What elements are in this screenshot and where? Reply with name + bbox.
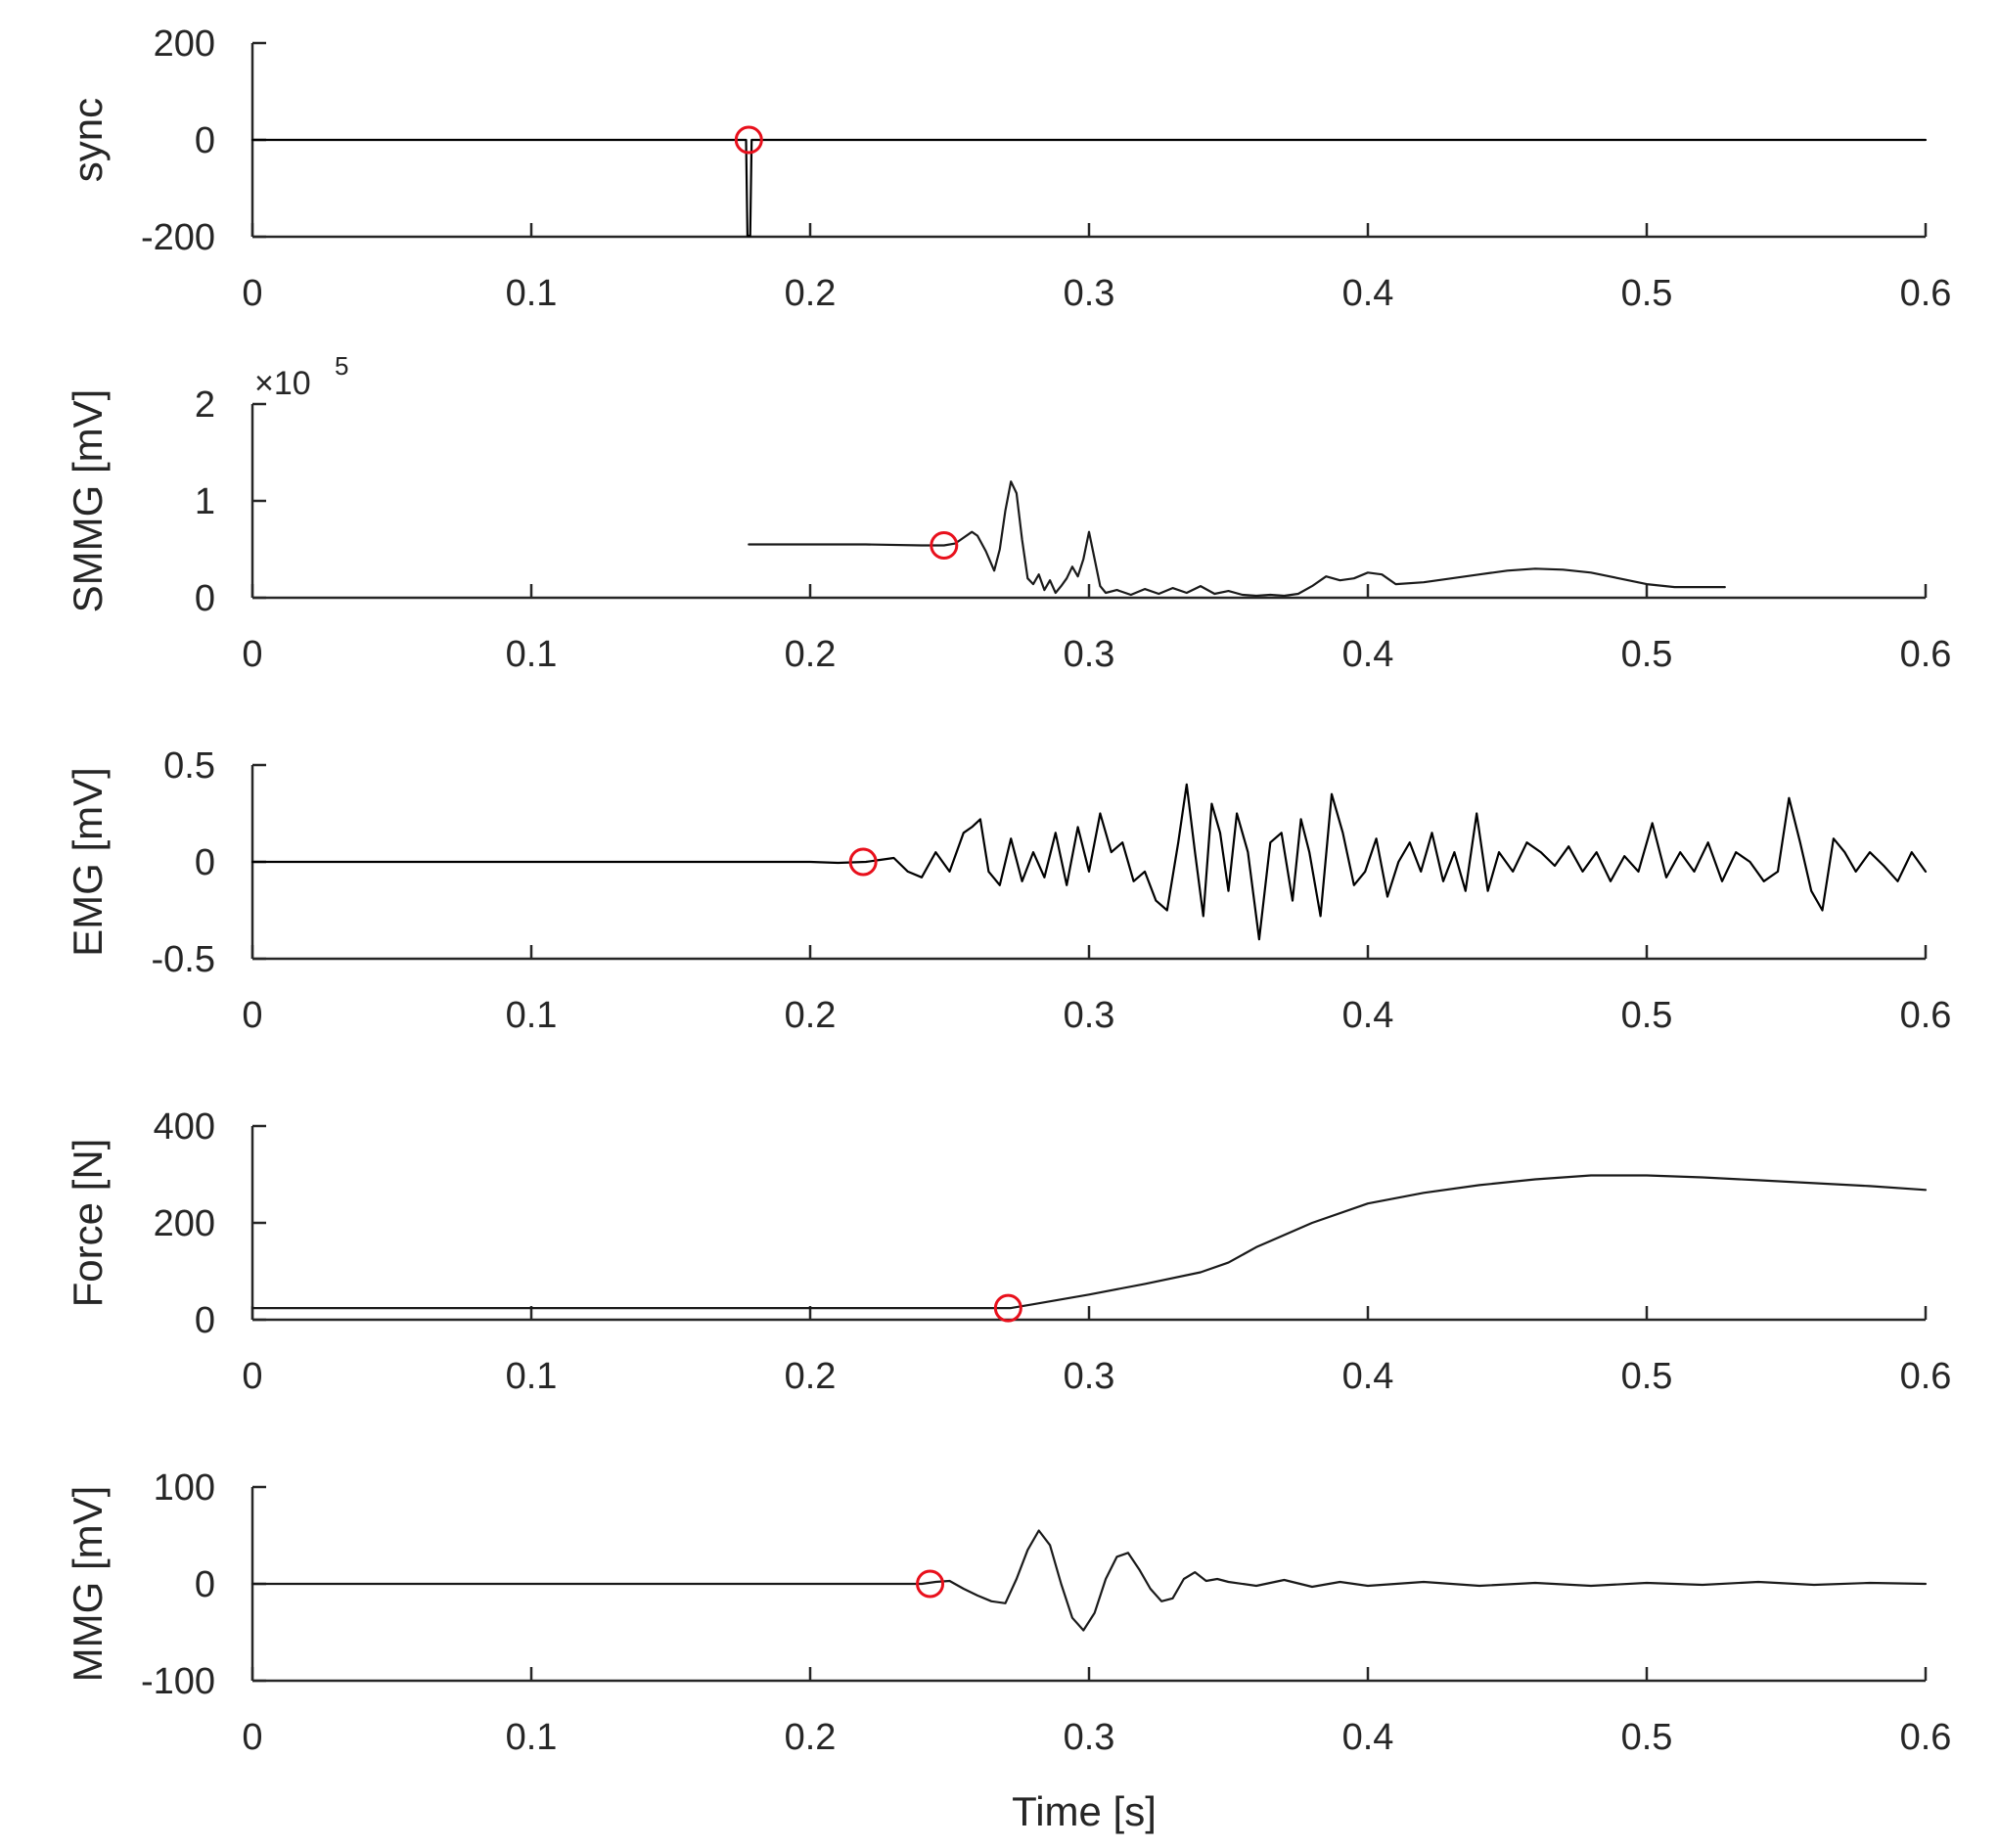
y-tick-label: -0.5 (152, 939, 215, 980)
x-tick-label: 0.6 (1900, 634, 1952, 675)
x-tick-label: 0.3 (1064, 273, 1115, 314)
y-tick-label: 0 (195, 578, 215, 619)
x-tick-label: 0 (242, 634, 262, 675)
y-tick-label: 0 (195, 1564, 215, 1605)
x-tick-label: 0.5 (1621, 1356, 1673, 1397)
x-tick-label: 0.5 (1621, 634, 1673, 675)
subplot-4: 0 0.1 0.2 0.3 0.4 0.5 0.6 0 200 400 Force [N] (65, 1106, 1951, 1397)
x-tick-label: 0.2 (785, 634, 837, 675)
x-tick-label: 0.2 (785, 1717, 837, 1758)
y-tick-label: 2 (195, 384, 215, 426)
y-tick-label: -100 (141, 1661, 215, 1702)
x-tick-label: 0.4 (1342, 995, 1394, 1036)
x-tick-label: 0.2 (785, 1356, 837, 1397)
x-tick-label: 0 (242, 1717, 262, 1758)
y-tick-label: 0.5 (163, 745, 215, 787)
subplot-3: 0 0.1 0.2 0.3 0.4 0.5 0.6 -0.5 0 0.5 EMG [mV] (65, 745, 1951, 1036)
y-tick-label: -200 (141, 217, 215, 258)
y-tick-label: 0 (195, 1300, 215, 1341)
y-tick-label: 400 (154, 1106, 215, 1148)
subplot-5: 0 0.1 0.2 0.3 0.4 0.5 0.6 -100 0 100 MMG [mV] (65, 1467, 1951, 1758)
x-tick-label: 0.1 (506, 634, 558, 675)
x-tick-label: 0 (242, 995, 262, 1036)
onset-marker (848, 847, 878, 877)
signal-line (250, 1529, 1928, 1632)
x-tick-label: 0.1 (506, 1356, 558, 1397)
y-axis-label: EMG [mV] (65, 767, 111, 957)
y-axis-label: SMMG [mV] (65, 389, 111, 613)
axis-exponent-label: ×10 (254, 365, 311, 402)
y-axis-label: MMG [mV] (65, 1486, 111, 1683)
x-tick-label: 0.2 (785, 995, 837, 1036)
onset-marker (734, 125, 763, 155)
x-tick-label: 0.3 (1064, 634, 1115, 675)
signal-line (748, 480, 1726, 598)
x-tick-label: 0.5 (1621, 273, 1673, 314)
subplot-1: 0 0.1 0.2 0.3 0.4 0.5 0.6 -200 0 200 sync (65, 23, 1951, 314)
y-axis-label: Force [N] (65, 1139, 111, 1308)
x-tick-label: 0 (242, 1356, 262, 1397)
x-tick-label: 0.4 (1342, 1717, 1394, 1758)
y-tick-label: 200 (154, 1203, 215, 1244)
onset-marker (916, 1569, 945, 1599)
x-tick-label: 0.4 (1342, 273, 1394, 314)
y-tick-label: 100 (154, 1467, 215, 1509)
y-tick-label: 200 (154, 23, 215, 65)
x-tick-label: 0.6 (1900, 1717, 1952, 1758)
signal-line (250, 1174, 1928, 1310)
onset-marker (993, 1293, 1022, 1323)
x-tick-label: 0.4 (1342, 1356, 1394, 1397)
x-tick-label: 0.3 (1064, 1717, 1115, 1758)
x-tick-label: 0.5 (1621, 1717, 1673, 1758)
y-axis-label: sync (65, 98, 111, 182)
x-tick-label: 0.6 (1900, 995, 1952, 1036)
subplot-2: 0 0.1 0.2 0.3 0.4 0.5 0.6 0 1 2 SMMG [mV] ×10 5 (65, 351, 1951, 675)
x-tick-label: 0.1 (506, 273, 558, 314)
x-tick-label: 0.3 (1064, 1356, 1115, 1397)
x-tick-label: 0.6 (1900, 1356, 1952, 1397)
x-tick-label: 0.1 (506, 995, 558, 1036)
signal-line (250, 783, 1928, 941)
y-tick-label: 1 (195, 481, 215, 522)
signal-line (250, 138, 1928, 238)
axis-exponent-power: 5 (335, 351, 348, 381)
x-tick-label: 0.2 (785, 273, 837, 314)
x-tick-label: 0.6 (1900, 273, 1952, 314)
x-tick-label: 0 (242, 273, 262, 314)
x-tick-label: 0.4 (1342, 634, 1394, 675)
x-tick-label: 0.1 (506, 1717, 558, 1758)
y-tick-label: 0 (195, 842, 215, 883)
y-tick-label: 0 (195, 120, 215, 161)
onset-marker (930, 531, 959, 561)
x-axis-label: Time [s] (1012, 1788, 1157, 1834)
x-tick-label: 0.3 (1064, 995, 1115, 1036)
x-tick-label: 0.5 (1621, 995, 1673, 1036)
